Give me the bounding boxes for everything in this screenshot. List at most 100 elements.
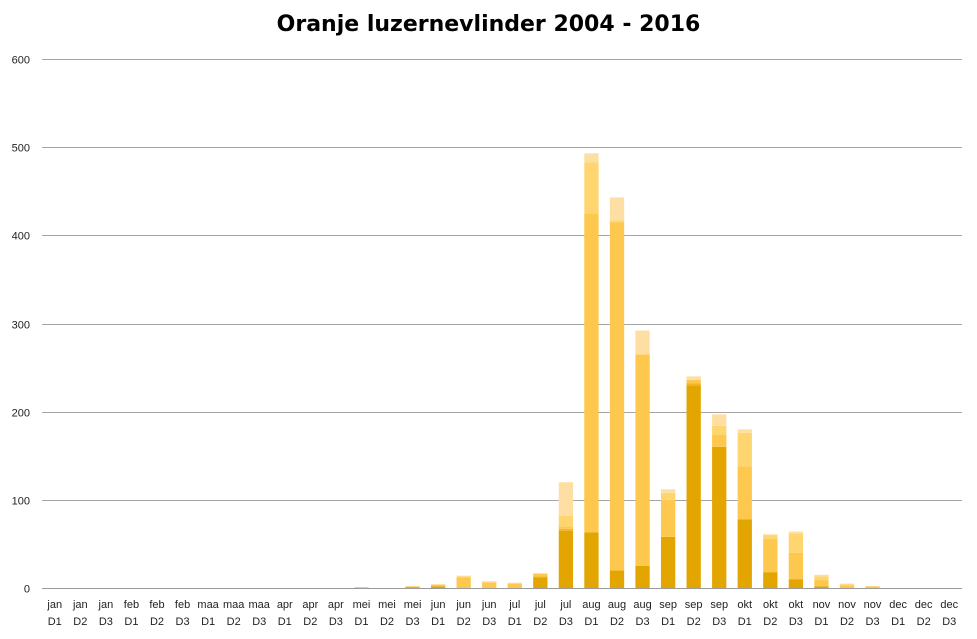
x-tick-month: okt	[763, 599, 778, 611]
bar-segment-series-4	[456, 576, 471, 578]
x-tick-decade: D3	[789, 616, 803, 628]
x-tick-decade: D1	[354, 616, 368, 628]
y-axis-ticks: 0 100 200 300 400 500 600	[12, 55, 30, 596]
bar-segment-series-3	[737, 466, 752, 520]
x-tick-decade: D2	[457, 616, 471, 628]
bar-segment-series-1	[558, 530, 574, 588]
x-tick-month: apr	[328, 599, 344, 611]
x-tick-month: okt	[789, 599, 804, 611]
x-tick-month: jan	[98, 599, 114, 611]
x-tick-month: apr	[277, 599, 293, 611]
bar-segment-series-1	[609, 570, 625, 588]
x-tick-month: aug	[582, 599, 600, 611]
x-tick-decade: D3	[482, 616, 496, 628]
x-tick-month: dec	[915, 599, 933, 611]
x-tick-decade: D1	[201, 616, 215, 628]
x-tick-decade: D3	[559, 616, 573, 628]
x-tick-month: jan	[72, 599, 88, 611]
bar-segment-series-5	[507, 582, 522, 584]
x-tick-decade: D1	[661, 616, 675, 628]
bar-segment-series-5	[635, 330, 650, 355]
x-tick-month: dec	[889, 599, 907, 611]
bar-segment-series-3	[430, 584, 446, 587]
bar-segment-series-3	[609, 222, 625, 571]
bar-segment-series-5	[660, 489, 676, 493]
y-tick-label: 600	[12, 55, 30, 67]
x-tick-month: mei	[353, 599, 371, 611]
bar-segment-series-1	[686, 385, 701, 588]
x-tick-month: feb	[149, 599, 164, 611]
bar-segment-series-3	[354, 587, 369, 588]
x-tick-month: jun	[481, 599, 497, 611]
bar-segment-series-5	[839, 583, 855, 585]
y-tick-label: 100	[12, 496, 30, 508]
bar-segment-series-3	[507, 583, 522, 588]
bars	[354, 153, 880, 588]
bar-segment-series-5	[584, 153, 599, 163]
x-tick-month: nov	[864, 599, 882, 611]
bar-segment-series-5	[712, 414, 727, 426]
bar-segment-series-5	[558, 482, 574, 516]
x-tick-month: nov	[813, 599, 831, 611]
x-tick-month: jun	[430, 599, 446, 611]
x-tick-month: maa	[197, 599, 219, 611]
x-tick-decade: D2	[610, 616, 624, 628]
bar-segment-series-1	[814, 586, 829, 588]
bar-segment-series-4	[660, 492, 676, 500]
bar-segment-series-3	[482, 582, 497, 588]
bar-segment-series-1	[660, 536, 676, 588]
x-tick-month: aug	[608, 599, 626, 611]
x-tick-decade: D3	[329, 616, 343, 628]
x-tick-month: mei	[378, 599, 396, 611]
bar-segment-series-5	[609, 197, 625, 221]
x-tick-month: jul	[559, 599, 571, 611]
x-tick-month: dec	[940, 599, 958, 611]
x-tick-month: sep	[685, 599, 703, 611]
bar-segment-series-4	[839, 584, 855, 586]
x-tick-decade: D1	[124, 616, 138, 628]
bar-segment-series-5	[686, 376, 701, 380]
y-tick-label: 300	[12, 320, 30, 332]
bar-segment-series-3	[839, 585, 855, 588]
x-tick-decade: D2	[763, 616, 777, 628]
x-tick-month: apr	[302, 599, 318, 611]
bar-segment-series-3	[686, 379, 701, 384]
x-tick-decade: D1	[891, 616, 905, 628]
bar-segment-series-3	[660, 499, 676, 537]
bar-segment-series-4	[558, 515, 574, 527]
x-tick-month: sep	[659, 599, 677, 611]
x-tick-decade: D1	[48, 616, 62, 628]
bar-segment-series-4	[482, 581, 497, 583]
bar-segment-series-2	[533, 576, 548, 578]
y-tick-label: 500	[12, 143, 30, 155]
x-tick-month: jan	[46, 599, 62, 611]
x-tick-decade: D2	[380, 616, 394, 628]
bar-segment-series-5	[482, 580, 497, 582]
x-tick-decade: D1	[278, 616, 292, 628]
y-tick-label: 400	[12, 231, 30, 243]
x-tick-decade: D3	[99, 616, 113, 628]
x-tick-month: maa	[223, 599, 245, 611]
x-tick-decade: D3	[712, 616, 726, 628]
bar-segment-series-3	[405, 586, 420, 588]
bar-segment-series-1	[405, 587, 420, 588]
bar-segment-series-1	[763, 572, 778, 588]
y-tick-label: 0	[24, 584, 30, 596]
x-tick-month: maa	[249, 599, 271, 611]
bar-segment-series-2	[686, 383, 701, 386]
bar-segment-series-5	[763, 534, 778, 536]
bar-segment-series-3	[584, 213, 599, 533]
bar-segment-series-4	[737, 432, 752, 467]
x-tick-decade: D2	[150, 616, 164, 628]
x-tick-decade: D1	[431, 616, 445, 628]
bar-segment-series-4	[584, 162, 599, 214]
bar-segment-series-4	[712, 425, 727, 435]
bar-segment-series-1	[584, 532, 599, 588]
bar-segment-series-1	[737, 519, 752, 588]
bar-segment-series-3	[788, 552, 804, 580]
x-axis-ticks: jan D1 jan D2 jan D3 feb D1 feb D2 feb D3 maa D1 maa D2…	[46, 599, 958, 628]
bar-segment-series-1	[430, 586, 446, 588]
bar-segment-series-4	[609, 220, 625, 223]
chart-title: Oranje luzernevlinder 2004 - 2016	[276, 12, 701, 37]
